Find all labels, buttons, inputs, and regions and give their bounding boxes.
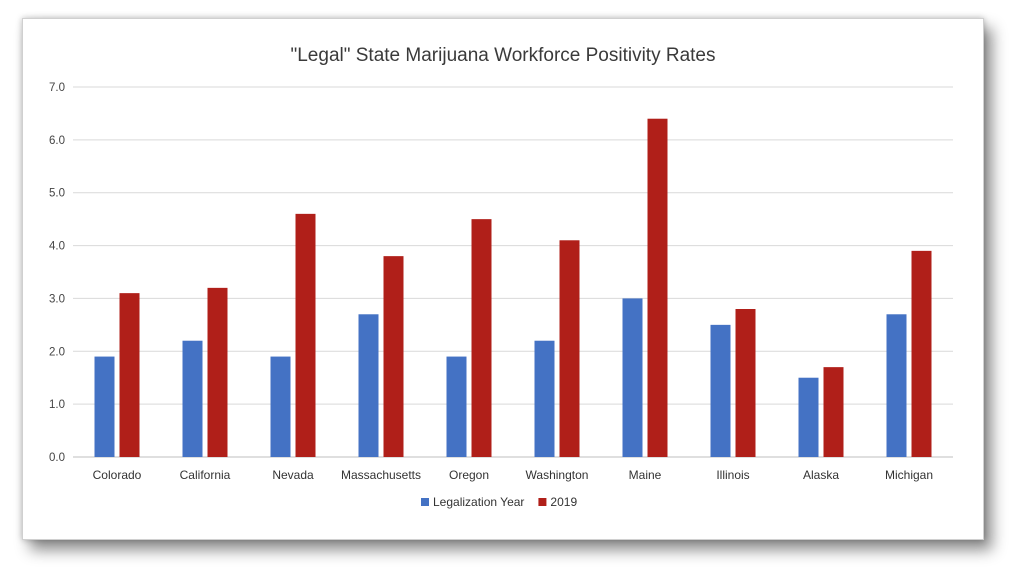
bar-legalization-year: [94, 356, 115, 457]
bar-legalization-year: [798, 377, 819, 457]
x-category-label: Alaska: [803, 468, 839, 482]
bar-legalization-year: [710, 324, 731, 457]
bar-2019: [383, 256, 404, 457]
bar-2019: [119, 293, 140, 457]
bar-legalization-year: [358, 314, 379, 457]
x-category-label: Colorado: [93, 468, 142, 482]
y-tick-label: 3.0: [49, 293, 65, 305]
x-category-label: Massachusetts: [341, 468, 421, 482]
bar-2019: [911, 250, 932, 457]
legend-swatch: [538, 498, 547, 506]
y-axis-ticks: 0.0 1.0 2.0 3.0 4.0 5.0 6.0 7.0: [49, 82, 65, 464]
legend-label: 2019: [550, 495, 577, 509]
y-tick-label: 1.0: [49, 399, 65, 411]
bar-legalization-year: [622, 298, 643, 457]
y-tick-label: 5.0: [49, 188, 65, 200]
x-category-label: Illinois: [716, 468, 749, 482]
x-category-label: Michigan: [885, 468, 933, 482]
bar-legalization-year: [270, 356, 291, 457]
bar-legalization-year: [886, 314, 907, 457]
legend: Legalization Year 2019: [421, 495, 577, 509]
x-category-label: Oregon: [449, 468, 489, 482]
chart-title: "Legal" State Marijuana Workforce Positi…: [291, 45, 716, 66]
x-category-label: California: [180, 468, 231, 482]
y-tick-label: 2.0: [49, 346, 65, 358]
bar-2019: [295, 213, 316, 457]
legend-label: Legalization Year: [433, 495, 524, 509]
x-axis-categories: Colorado California Nevada Massachusetts Ore…: [93, 468, 933, 482]
bar-2019: [207, 287, 228, 457]
bar-2019: [647, 118, 668, 457]
gridlines: [73, 86, 953, 458]
bar-2019: [823, 367, 844, 457]
y-tick-label: 4.0: [49, 241, 65, 253]
y-tick-label: 6.0: [49, 135, 65, 147]
x-category-label: Nevada: [272, 468, 314, 482]
bar-2019: [735, 309, 756, 457]
bar-legalization-year: [446, 356, 467, 457]
legend-swatch: [421, 498, 429, 506]
bar-chart: "Legal" State Marijuana Workforce Positi…: [49, 45, 953, 509]
y-tick-label: 0.0: [49, 452, 65, 464]
bar-2019: [471, 219, 492, 457]
bar-legalization-year: [182, 340, 203, 457]
bars: [94, 118, 932, 457]
x-category-label: Washington: [526, 468, 589, 482]
y-tick-label: 7.0: [49, 82, 65, 94]
bar-2019: [559, 240, 580, 457]
x-category-label: Maine: [629, 468, 662, 482]
bar-legalization-year: [534, 340, 555, 457]
chart-frame: "Legal" State Marijuana Workforce Positi…: [22, 18, 984, 540]
